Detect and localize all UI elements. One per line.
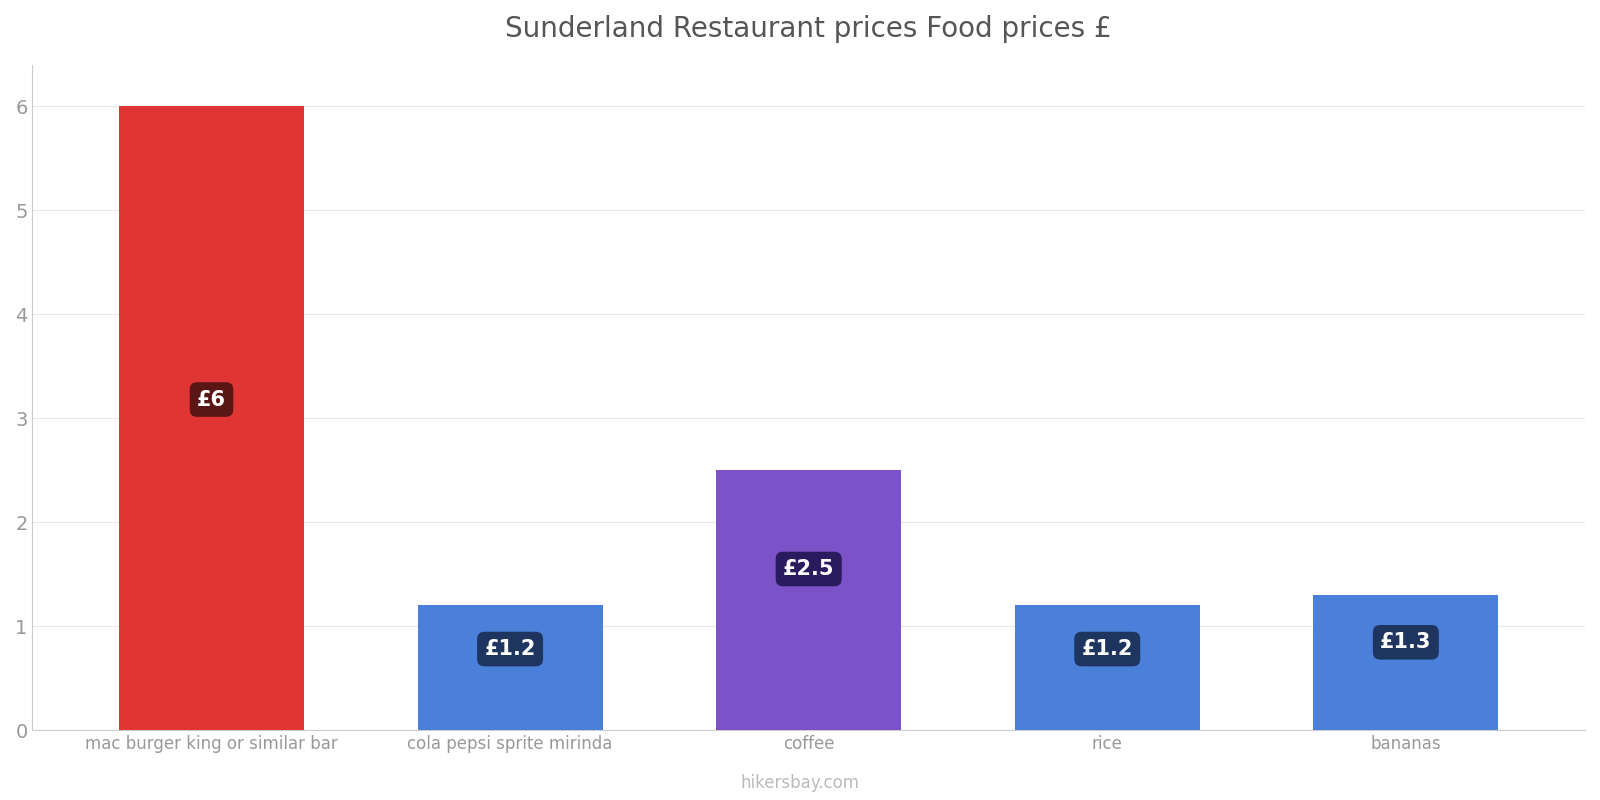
Bar	[418, 606, 603, 730]
Text: £2.5: £2.5	[782, 559, 835, 579]
Bar	[717, 470, 901, 730]
Text: £6: £6	[197, 390, 226, 410]
Title: Sunderland Restaurant prices Food prices £: Sunderland Restaurant prices Food prices…	[506, 15, 1112, 43]
Text: £1.2: £1.2	[485, 639, 536, 659]
Bar	[1314, 595, 1499, 730]
Text: £1.3: £1.3	[1381, 632, 1432, 652]
Text: £1.2: £1.2	[1082, 639, 1133, 659]
Bar	[118, 106, 304, 730]
Text: hikersbay.com: hikersbay.com	[741, 774, 859, 792]
Bar	[1014, 606, 1200, 730]
